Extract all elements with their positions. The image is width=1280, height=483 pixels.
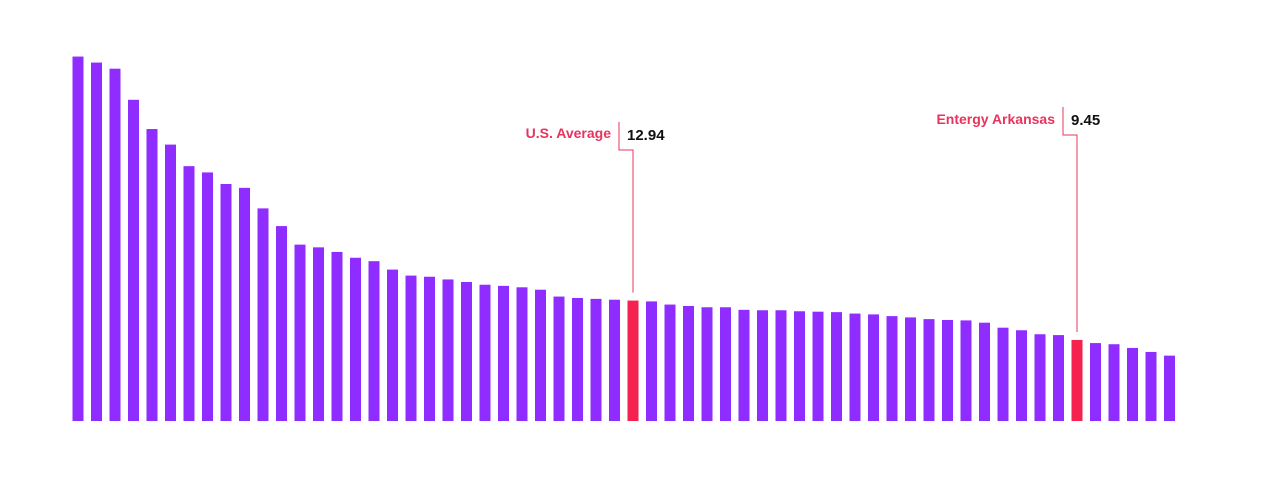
bar (331, 251, 343, 421)
bar (91, 62, 102, 422)
bar (183, 166, 195, 421)
bar (979, 322, 990, 421)
bar (683, 305, 694, 421)
bar (738, 309, 750, 421)
bar (775, 310, 787, 421)
bar (294, 244, 306, 421)
bar (368, 261, 380, 421)
bar (701, 307, 713, 421)
bar (109, 68, 121, 421)
callouts-group: U.S. Average 12.94 Entergy Arkansas 9.45 (526, 107, 1100, 332)
bar (849, 313, 861, 421)
bar (757, 310, 768, 421)
bar (794, 311, 805, 421)
bar (220, 183, 232, 421)
bar (1034, 334, 1046, 421)
bars-group (72, 56, 1175, 422)
bar-highlighted (627, 300, 639, 421)
bar (257, 208, 269, 421)
bar (1108, 344, 1120, 421)
bar (572, 298, 583, 421)
callout-label: U.S. Average (526, 125, 612, 141)
bar (1145, 351, 1157, 421)
callout-leader-line (1062, 107, 1078, 332)
bar (239, 187, 250, 421)
bar (609, 299, 620, 421)
bar (960, 320, 972, 421)
bar (424, 276, 435, 421)
bar (405, 275, 417, 421)
bar (831, 312, 842, 421)
bar (350, 257, 361, 421)
bar (516, 287, 528, 421)
bar (664, 304, 676, 421)
bar (442, 279, 454, 421)
callout-leader-line (618, 122, 634, 293)
bar (1053, 335, 1064, 421)
bar (905, 317, 916, 421)
bar (128, 99, 139, 422)
bar (72, 56, 84, 422)
bar (276, 226, 287, 421)
bar (1090, 343, 1101, 421)
callout-value: 12.94 (627, 127, 665, 144)
bar (498, 285, 509, 421)
bar (646, 301, 657, 421)
bar (553, 296, 565, 421)
bar (923, 319, 935, 421)
bar (942, 319, 953, 421)
bar (590, 298, 602, 421)
bar (886, 316, 898, 421)
callout: U.S. Average 12.94 (526, 122, 665, 293)
bar (1127, 347, 1138, 421)
bar (313, 247, 324, 421)
bar (997, 327, 1009, 421)
bar (165, 144, 176, 421)
bar (868, 314, 879, 421)
callout-label: Entergy Arkansas (936, 111, 1055, 127)
bar (461, 282, 472, 421)
bar (202, 172, 213, 421)
callout: Entergy Arkansas 9.45 (936, 107, 1100, 332)
bar (146, 129, 158, 422)
bar (387, 269, 398, 421)
bar (535, 289, 546, 421)
bar (812, 311, 824, 421)
bar (1016, 330, 1027, 421)
bar (479, 284, 491, 421)
bar-highlighted (1071, 339, 1083, 421)
bar (1164, 355, 1175, 421)
callout-value: 9.45 (1071, 112, 1100, 129)
bar (720, 307, 731, 421)
